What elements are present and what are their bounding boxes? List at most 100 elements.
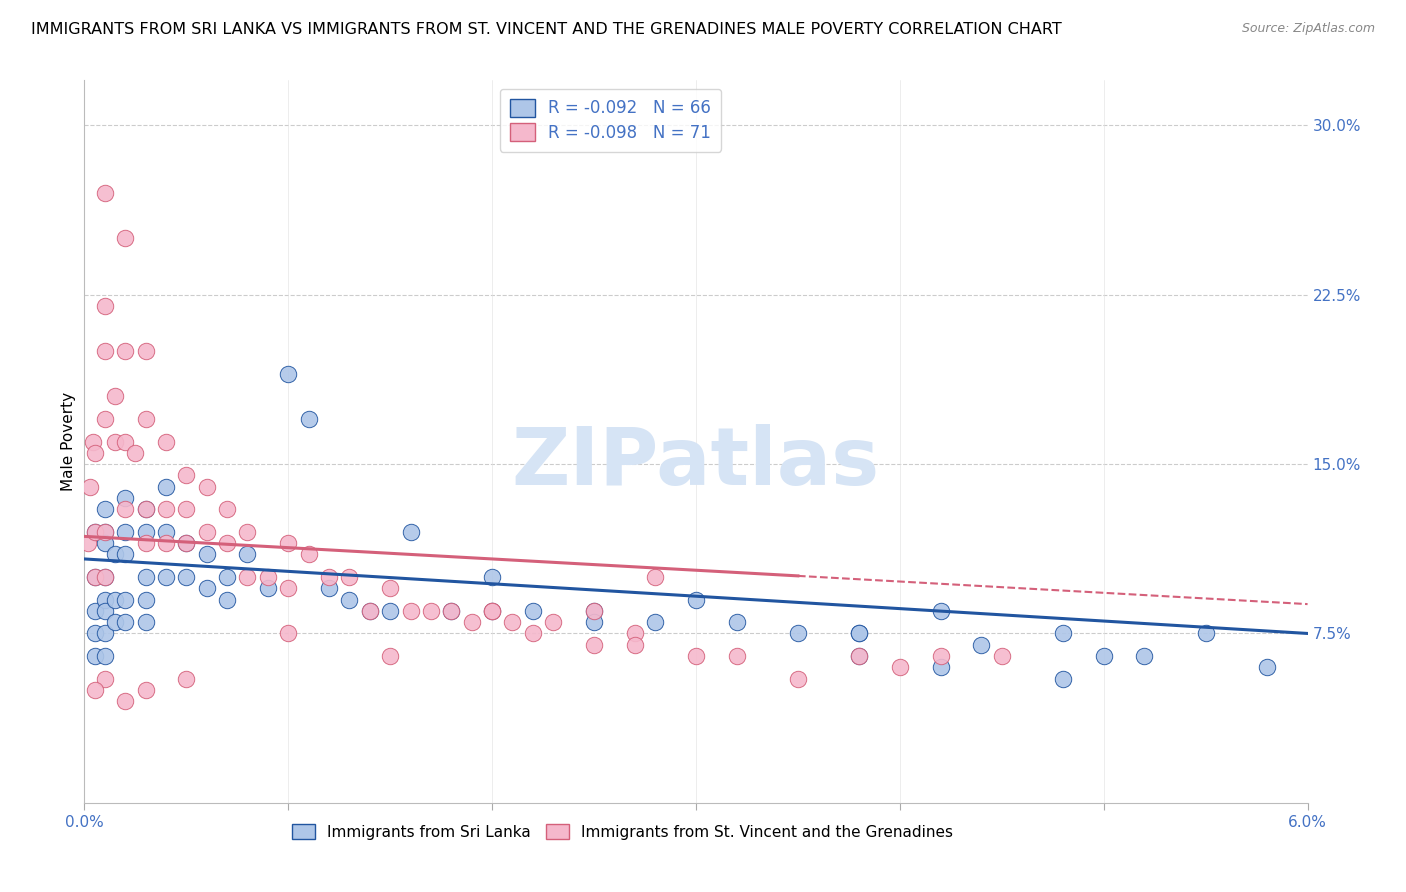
Point (93, 570, 117, 584)
Point (277, 582, 299, 596)
Legend: Immigrants from Sri Lanka, Immigrants from St. Vincent and the Grenadines: Immigrants from Sri Lanka, Immigrants fr… (285, 818, 959, 846)
Point (176, 570, 198, 584)
Point (359, 604, 381, 618)
Point (217, 536, 239, 550)
Point (624, 626, 647, 640)
Point (318, 582, 340, 596)
Point (104, 615, 127, 630)
Point (176, 502, 198, 516)
Point (359, 604, 381, 618)
Point (135, 412, 157, 426)
Point (83, 682, 105, 697)
Point (1092, 648, 1115, 663)
Point (440, 604, 463, 618)
Point (195, 548, 218, 562)
Point (970, 638, 993, 652)
Point (114, 434, 136, 449)
Point (93, 648, 117, 663)
Point (1052, 672, 1074, 686)
Point (257, 582, 280, 596)
Point (277, 536, 299, 550)
Point (135, 502, 157, 516)
Point (104, 389, 127, 403)
Point (83, 648, 105, 663)
Point (114, 694, 136, 708)
Point (114, 502, 136, 516)
Point (1195, 626, 1218, 640)
Point (929, 604, 952, 618)
Point (135, 502, 157, 516)
Point (135, 570, 157, 584)
Point (543, 615, 565, 630)
Point (420, 604, 443, 618)
Point (644, 570, 666, 584)
Point (725, 648, 748, 663)
Point (236, 524, 259, 539)
Point (277, 367, 299, 381)
Point (79, 480, 101, 494)
Point (83, 604, 105, 618)
Point (481, 604, 503, 618)
Point (135, 524, 157, 539)
Text: IMMIGRANTS FROM SRI LANKA VS IMMIGRANTS FROM ST. VINCENT AND THE GRENADINES MALE: IMMIGRANTS FROM SRI LANKA VS IMMIGRANTS … (31, 22, 1062, 37)
Point (114, 231, 136, 245)
Point (114, 344, 136, 359)
Text: Source: ZipAtlas.com: Source: ZipAtlas.com (1241, 22, 1375, 36)
Point (318, 570, 340, 584)
Point (135, 536, 157, 550)
Point (380, 648, 402, 663)
Point (217, 502, 239, 516)
Point (848, 648, 870, 663)
Point (929, 660, 952, 674)
Y-axis label: Male Poverty: Male Poverty (60, 392, 76, 491)
Point (399, 524, 422, 539)
Point (217, 570, 239, 584)
Point (848, 626, 870, 640)
Point (481, 570, 503, 584)
Point (461, 615, 484, 630)
Point (685, 592, 707, 607)
Point (104, 592, 127, 607)
Point (583, 604, 606, 618)
Point (236, 548, 259, 562)
Point (155, 480, 177, 494)
Point (583, 615, 606, 630)
Point (481, 604, 503, 618)
Point (236, 570, 259, 584)
Point (195, 480, 218, 494)
Point (83, 626, 105, 640)
Point (787, 626, 810, 640)
Point (83, 570, 105, 584)
Point (155, 524, 177, 539)
Point (522, 626, 544, 640)
Point (339, 570, 361, 584)
Point (399, 604, 422, 618)
Point (685, 648, 707, 663)
Point (77, 536, 100, 550)
Point (135, 344, 157, 359)
Point (1052, 626, 1074, 640)
Point (787, 672, 810, 686)
Point (176, 536, 198, 550)
Point (93, 570, 117, 584)
Text: ZIPatlas: ZIPatlas (512, 425, 880, 502)
Point (104, 548, 127, 562)
Point (380, 604, 402, 618)
Point (93, 502, 117, 516)
Point (176, 536, 198, 550)
Point (135, 592, 157, 607)
Point (155, 502, 177, 516)
Point (195, 582, 218, 596)
Point (298, 412, 321, 426)
Point (176, 468, 198, 483)
Point (104, 434, 127, 449)
Point (217, 592, 239, 607)
Point (114, 548, 136, 562)
Point (93, 536, 117, 550)
Point (624, 638, 647, 652)
Point (83, 570, 105, 584)
Point (583, 638, 606, 652)
Point (889, 660, 911, 674)
Point (991, 648, 1014, 663)
Point (257, 570, 280, 584)
